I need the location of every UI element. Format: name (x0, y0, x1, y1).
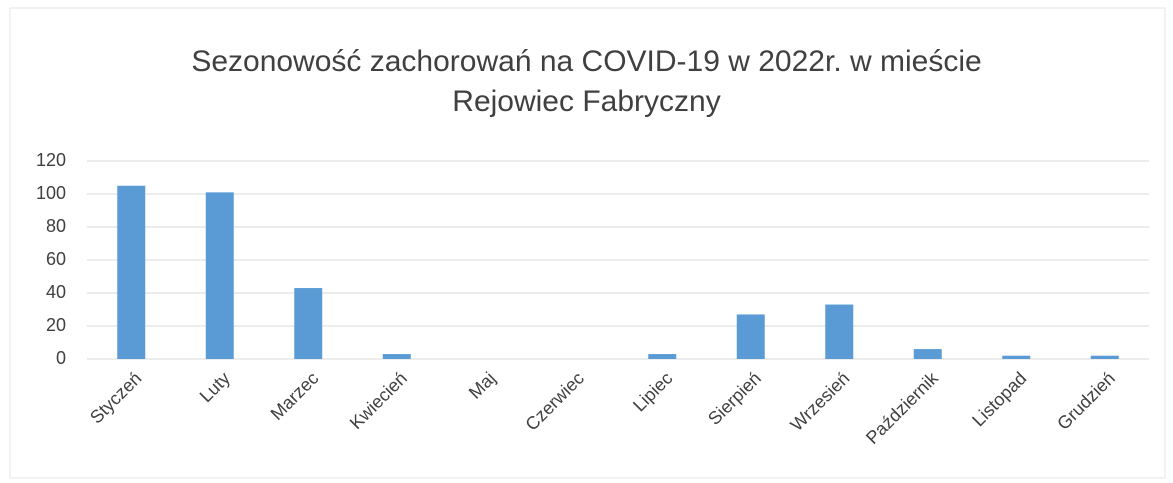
y-tick-label: 0 (56, 348, 66, 368)
x-tick-label: Październik (862, 367, 943, 448)
x-tick-label: Styczeń (86, 368, 145, 427)
x-tick-label: Lipiec (629, 368, 676, 415)
bar (1090, 355, 1119, 359)
bar (294, 288, 323, 359)
bar (117, 185, 146, 359)
y-tick-label: 80 (46, 216, 66, 236)
x-tick-label: Czerwiec (521, 368, 587, 434)
bar (648, 354, 677, 359)
x-tick-label: Luty (196, 368, 234, 406)
bar (1002, 355, 1031, 359)
bar (736, 314, 765, 359)
x-tick-label: Maj (465, 368, 500, 403)
x-tick-label: Kwiecień (346, 368, 411, 433)
y-tick-label: 120 (36, 150, 66, 170)
y-tick-label: 20 (46, 315, 66, 335)
x-tick-label: Sierpień (704, 368, 765, 429)
x-tick-label: Wrzesień (786, 368, 853, 435)
y-tick-label: 40 (46, 282, 66, 302)
bar (913, 349, 942, 359)
bar (825, 304, 854, 359)
x-tick-label: Marzec (267, 368, 323, 424)
title-box: Sezonowość zachorowań na COVID-19 w 2022… (0, 42, 1173, 122)
bar (205, 192, 234, 359)
x-tick-label: Listopad (968, 368, 1030, 430)
chart-frame (9, 7, 1166, 479)
chart-title: Sezonowość zachorowań na COVID-19 w 2022… (191, 45, 982, 118)
bar (382, 354, 411, 359)
x-tick-label: Grudzień (1053, 368, 1119, 434)
y-tick-label: 100 (36, 183, 66, 203)
y-tick-label: 60 (46, 249, 66, 269)
